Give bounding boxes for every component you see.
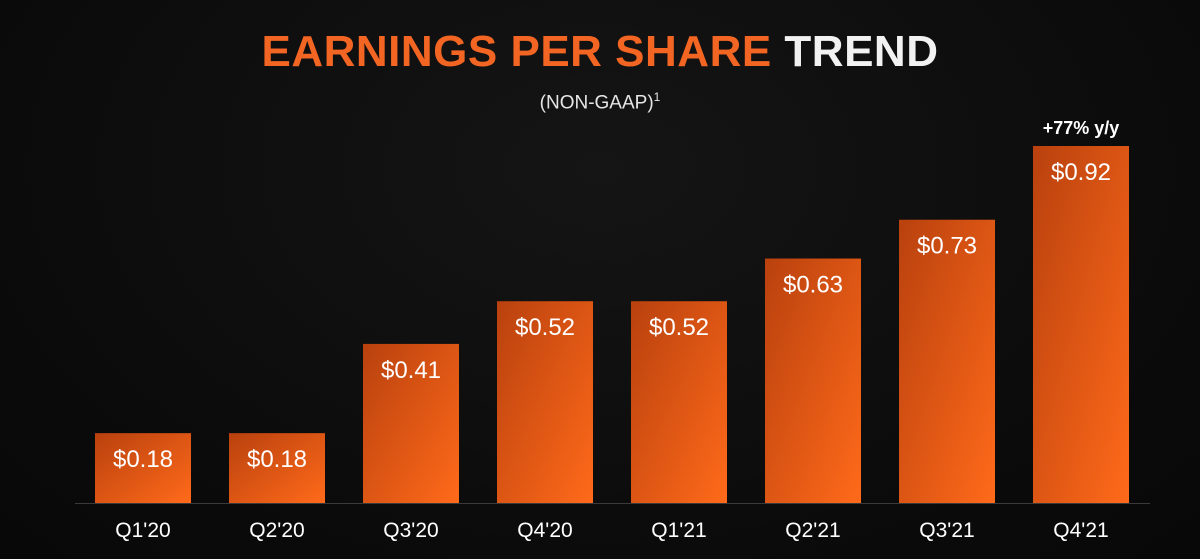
bar-Q1'20 (95, 433, 191, 503)
bar-Q4'20 (497, 301, 593, 503)
data-label: $0.52 (649, 314, 709, 341)
data-label: $0.18 (247, 446, 307, 473)
subtitle-footnote: 1 (653, 90, 661, 104)
x-tick-label: Q4'20 (517, 519, 572, 542)
growth-annotation: +77% y/y (1043, 118, 1120, 138)
x-tick-label: Q4'21 (1053, 519, 1108, 542)
bar-Q3'21 (899, 219, 995, 503)
bar-Q1'21 (631, 301, 727, 503)
chart-title-accent: EARNINGS PER SHARE (261, 27, 785, 76)
bar-Q2'20 (229, 433, 325, 503)
data-label: $0.41 (381, 357, 441, 384)
data-label: $0.52 (515, 314, 575, 341)
bar-Q3'20 (363, 343, 459, 503)
data-label: $0.73 (917, 233, 977, 260)
x-tick-label: Q2'21 (785, 519, 840, 542)
data-label: $0.18 (113, 446, 173, 473)
x-tick-label: Q1'21 (651, 519, 706, 542)
chart-title-trend: TREND (784, 27, 939, 76)
x-tick-label: Q3'21 (919, 519, 974, 542)
x-tick-label: Q1'20 (115, 519, 170, 542)
bar-Q4'21 (1033, 146, 1129, 503)
x-tick-label: Q3'20 (383, 519, 438, 542)
chart-subtitle: (NON-GAAP)1 (0, 90, 1200, 114)
subtitle-text: (NON-GAAP) (539, 92, 654, 114)
data-label: $0.92 (1051, 159, 1111, 186)
x-tick-label: Q2'20 (249, 519, 304, 542)
chart-title: EARNINGS PER SHARE TREND (0, 24, 1200, 80)
bar-Q2'21 (765, 258, 861, 503)
data-label: $0.63 (783, 272, 843, 299)
